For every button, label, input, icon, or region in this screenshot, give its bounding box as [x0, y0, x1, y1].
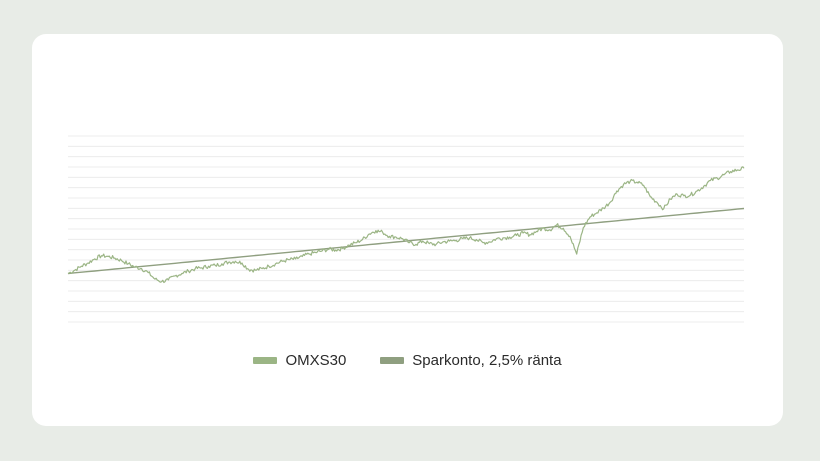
legend: OMXS30 Sparkonto, 2,5% ränta: [32, 352, 783, 369]
chart-card: OMXS30 Sparkonto, 2,5% ränta: [32, 34, 783, 426]
series-line-sparkonto: [67, 207, 745, 275]
grid-lines: [68, 135, 744, 323]
legend-item-omxs30: OMXS30: [253, 352, 346, 369]
legend-label-omxs30: OMXS30: [285, 352, 347, 369]
series-lines: [67, 166, 745, 284]
line-chart: [67, 135, 745, 323]
legend-item-sparkonto: Sparkonto, 2,5% ränta: [380, 352, 562, 369]
legend-swatch-sparkonto: [380, 357, 405, 364]
legend-swatch-omxs30: [253, 357, 278, 364]
series-line-omxs30: [67, 166, 745, 284]
legend-label-sparkonto: Sparkonto, 2,5% ränta: [412, 352, 562, 369]
